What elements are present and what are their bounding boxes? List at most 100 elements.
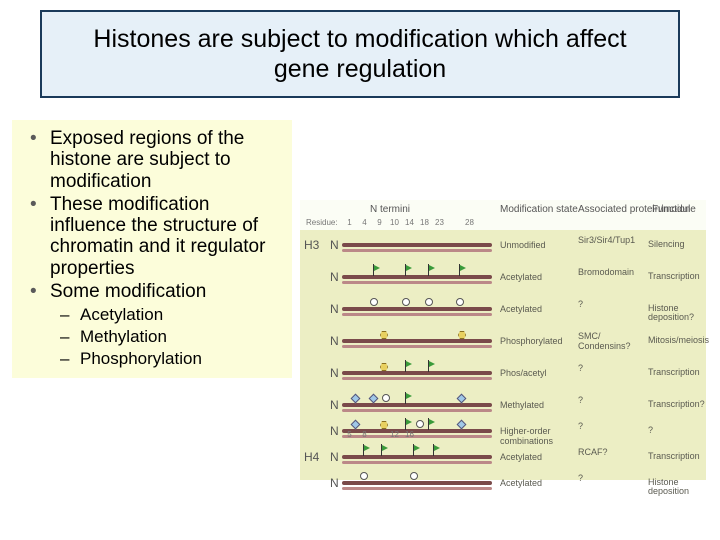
- state-cell: Phos/acetyl: [500, 368, 570, 378]
- state-cell: Acetylated: [500, 478, 570, 488]
- figure-row: N Acetylated?Histone deposition?: [300, 294, 706, 324]
- n-terminus-label: N: [330, 450, 339, 464]
- circle-icon: [425, 298, 433, 306]
- func-cell: ?: [648, 426, 706, 435]
- state-cell: Acetylated: [500, 452, 570, 462]
- bullet-item: Exposed regions of the histone are subje…: [20, 128, 284, 192]
- histone-tail-bar-shadow: [342, 461, 492, 464]
- hexagon-icon: [380, 363, 388, 371]
- assoc-cell: ?: [578, 396, 648, 406]
- histone-tail-bar: [342, 275, 492, 279]
- histone-label: H4: [304, 450, 319, 464]
- col-head-func: Function: [652, 204, 690, 215]
- histone-tail-bar-shadow: [342, 281, 492, 284]
- flag-icon: [456, 264, 464, 276]
- title-box: Histones are subject to modification whi…: [40, 10, 680, 98]
- flag-icon: [370, 264, 378, 276]
- n-terminus-label: N: [330, 366, 339, 380]
- n-terminus-label: N: [330, 238, 339, 252]
- circle-icon: [410, 472, 418, 480]
- diamond-icon: [351, 394, 361, 404]
- figure-row: N Acetylated?Histone deposition: [300, 468, 706, 498]
- histone-tail-bar-shadow: [342, 313, 492, 316]
- func-cell: Histone deposition?: [648, 304, 706, 322]
- histone-tail-bar-shadow: [342, 409, 492, 412]
- n-terminus-label: N: [330, 476, 339, 490]
- n-terminus-label: N: [330, 334, 339, 348]
- n-terminus-label: N: [330, 424, 339, 438]
- assoc-cell: ?: [578, 364, 648, 374]
- histone-tail-bar: [342, 243, 492, 247]
- histone-tail-bar: [342, 371, 492, 375]
- n-terminus-label: N: [330, 398, 339, 412]
- slide-title: Histones are subject to modification whi…: [82, 24, 638, 84]
- residue-label: Residue:: [306, 218, 338, 227]
- circle-icon: [416, 420, 424, 428]
- hexagon-icon: [458, 331, 466, 339]
- histone-tail-bar: [342, 403, 492, 407]
- func-cell: Histone deposition: [648, 478, 706, 496]
- func-cell: Transcription: [648, 368, 706, 377]
- n-terminus-label: N: [330, 270, 339, 284]
- col-head-ntermini: N termini: [370, 204, 410, 215]
- circle-icon: [370, 298, 378, 306]
- circle-icon: [402, 298, 410, 306]
- h4-residues: 581216: [342, 430, 417, 439]
- histone-tail-bar-shadow: [342, 249, 492, 252]
- diamond-icon: [457, 394, 467, 404]
- flag-icon: [402, 264, 410, 276]
- figure-row: N Phos/acetyl?Transcription: [300, 358, 706, 388]
- flag-icon: [425, 264, 433, 276]
- assoc-cell: RCAF?: [578, 448, 648, 458]
- func-cell: Transcription: [648, 272, 706, 281]
- n-terminus-label: N: [330, 302, 339, 316]
- flag-icon: [425, 360, 433, 372]
- state-cell: Unmodified: [500, 240, 570, 250]
- flag-icon: [402, 360, 410, 372]
- histone-tail-bar: [342, 307, 492, 311]
- assoc-cell: SMC/ Condensins?: [578, 332, 648, 352]
- h3-residues: 1491014182328: [342, 218, 477, 227]
- assoc-cell: ?: [578, 422, 648, 432]
- flag-icon: [402, 418, 410, 430]
- col-head-state: Modification state: [500, 204, 578, 215]
- assoc-cell: ?: [578, 300, 648, 310]
- bullets-box: Exposed regions of the histone are subje…: [12, 120, 292, 378]
- circle-icon: [360, 472, 368, 480]
- flag-icon: [425, 418, 433, 430]
- bullet-item: Some modification: [20, 281, 284, 302]
- sub-bullet-item: Methylation: [20, 326, 284, 348]
- flag-icon: [430, 444, 438, 456]
- flag-icon: [360, 444, 368, 456]
- bullet-list: Exposed regions of the histone are subje…: [20, 128, 284, 370]
- state-cell: Methylated: [500, 400, 570, 410]
- flag-icon: [402, 392, 410, 404]
- func-cell: Transcription?: [648, 400, 706, 409]
- histone-tail-bar-shadow: [342, 487, 492, 490]
- hexagon-icon: [380, 331, 388, 339]
- assoc-cell: ?: [578, 474, 648, 484]
- histone-label: H3: [304, 238, 319, 252]
- histone-tail-bar-shadow: [342, 377, 492, 380]
- hexagon-icon: [380, 421, 388, 429]
- sub-bullet-item: Acetylation: [20, 304, 284, 326]
- circle-icon: [456, 298, 464, 306]
- sub-bullet-item: Phosphorylation: [20, 348, 284, 370]
- state-cell: Acetylated: [500, 304, 570, 314]
- histone-tail-bar-shadow: [342, 345, 492, 348]
- flag-icon: [378, 444, 386, 456]
- state-cell: Acetylated: [500, 272, 570, 282]
- figure-row: N Acetylated BromodomainTranscription: [300, 262, 706, 292]
- circle-icon: [382, 394, 390, 402]
- assoc-cell: Sir3/Sir4/Tup1: [578, 236, 648, 246]
- histone-tail-bar: [342, 481, 492, 485]
- figure-row: H3NUnmodifiedSir3/Sir4/Tup1Silencing: [300, 230, 706, 260]
- state-cell: Phosphorylated: [500, 336, 570, 346]
- func-cell: Transcription: [648, 452, 706, 461]
- func-cell: Mitosis/meiosis: [648, 336, 706, 345]
- diamond-icon: [351, 420, 361, 430]
- histone-modification-figure: N termini Modification state Associated …: [300, 200, 706, 480]
- assoc-cell: Bromodomain: [578, 268, 648, 278]
- bullet-item: These modification influence the structu…: [20, 194, 284, 279]
- diamond-icon: [457, 420, 467, 430]
